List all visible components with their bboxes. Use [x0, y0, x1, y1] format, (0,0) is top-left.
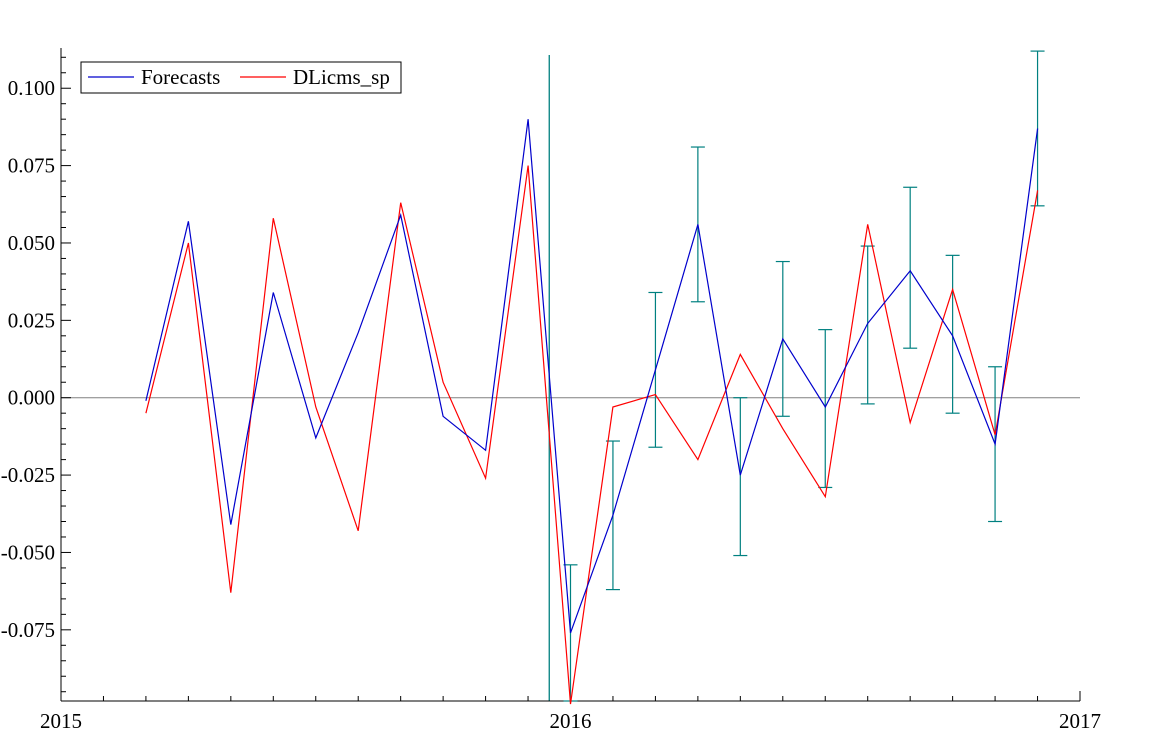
- x-tick-label: 2015: [40, 709, 82, 733]
- x-tick-label: 2017: [1059, 709, 1101, 733]
- legend: Forecasts DLicms_sp: [80, 61, 402, 94]
- y-tick-label: -0.025: [1, 463, 55, 487]
- series-line-forecasts: [145, 119, 1039, 634]
- y-tick-label: 0.025: [8, 308, 55, 332]
- legend-label-forecasts: Forecasts: [141, 65, 220, 89]
- y-tick-label: 0.000: [8, 386, 55, 410]
- axes: 0.100 0.075 0.050 0.025 0.000 -0.025 -0.050 -0.…: [1, 48, 1101, 733]
- series-lines: [145, 119, 1039, 705]
- y-tick-label: -0.075: [1, 618, 55, 642]
- x-tick-label: 2016: [550, 709, 592, 733]
- legend-label-dlicms-sp: DLicms_sp: [293, 65, 390, 89]
- error-bars: [563, 50, 1045, 702]
- y-tick-label: 0.050: [8, 231, 55, 255]
- y-tick-label: 0.075: [8, 154, 55, 178]
- y-tick-label: 0.100: [8, 76, 55, 100]
- y-tick-label: -0.050: [1, 540, 55, 564]
- series-line-dlicms-sp: [145, 165, 1039, 705]
